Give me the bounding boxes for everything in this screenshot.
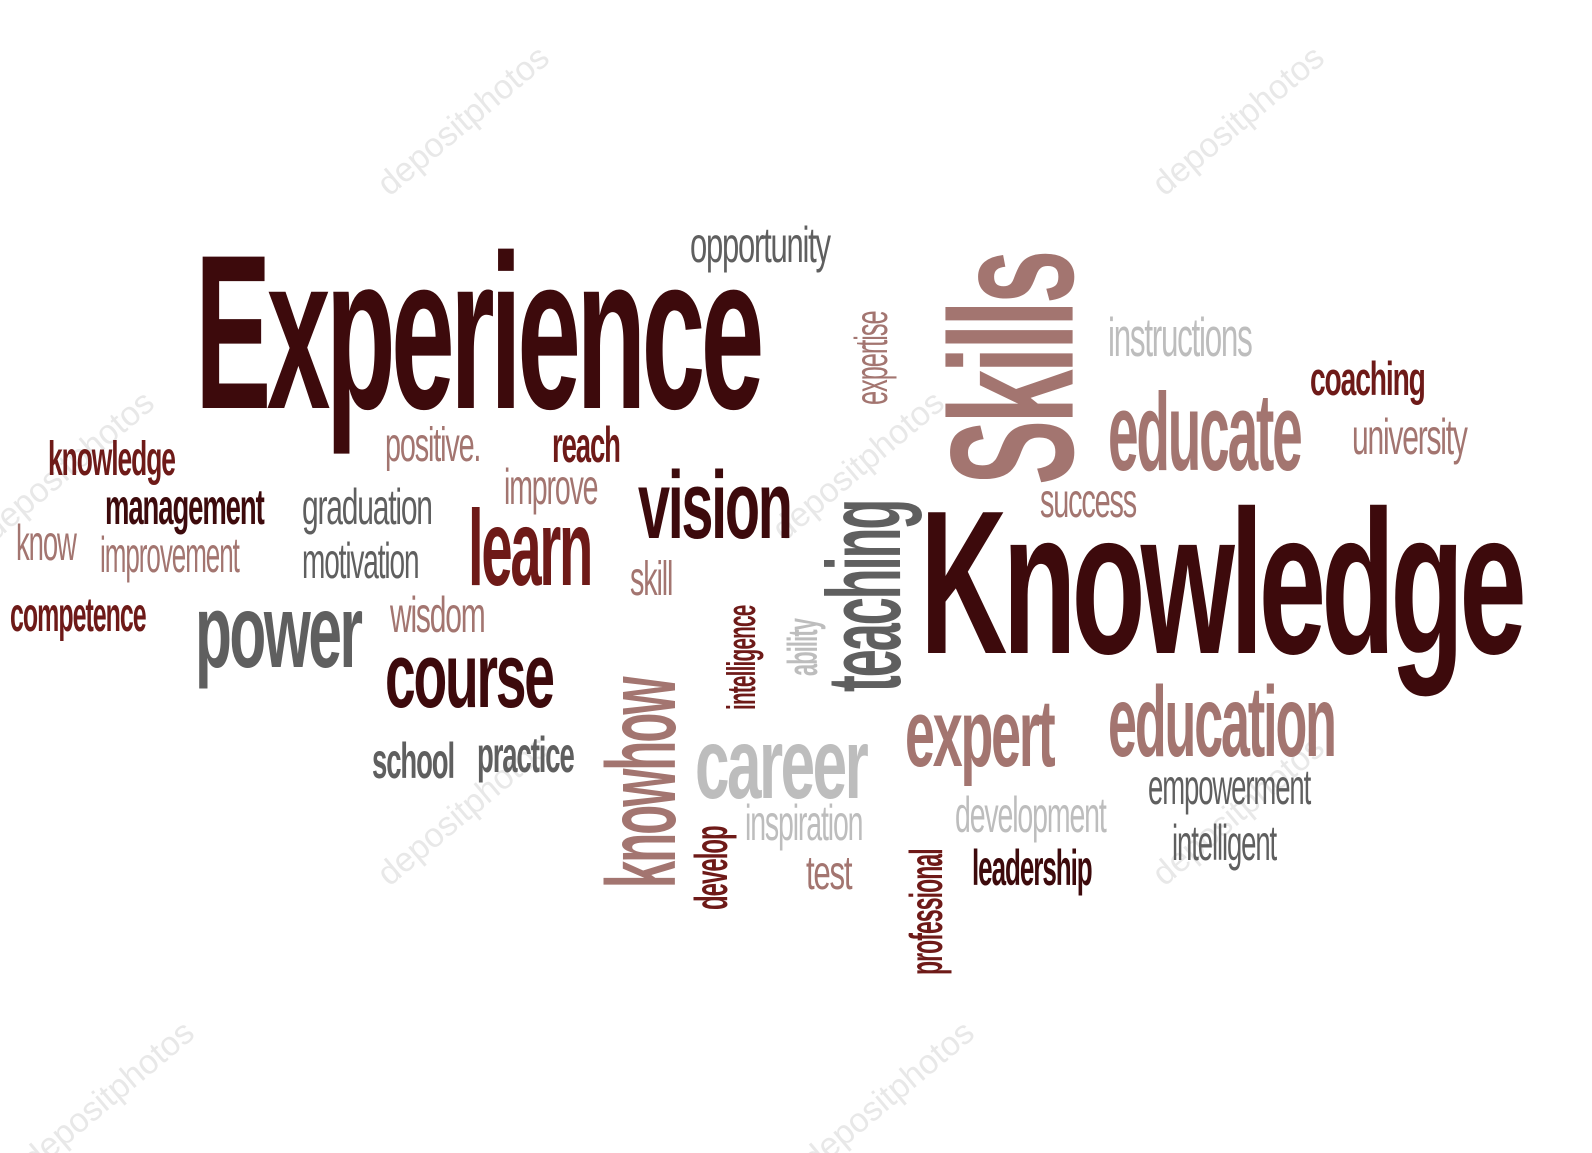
word-experience: Experience xyxy=(195,209,764,455)
word-teaching: teaching xyxy=(806,500,923,692)
word-expert: expert xyxy=(905,680,1056,787)
word-positive: positive. xyxy=(385,419,481,472)
word-expertise: expertise xyxy=(845,311,897,405)
watermark-text: depositphotos xyxy=(794,1013,982,1153)
word-inspiration: inspiration xyxy=(745,795,864,851)
word-skills: Skills xyxy=(914,253,1111,485)
word-graduation: graduation xyxy=(302,479,433,535)
word-reach: reach xyxy=(552,417,621,473)
word-intelligence: intelligence xyxy=(720,605,764,710)
word-practice: practice xyxy=(477,727,575,783)
watermark-text: depositphotos xyxy=(1144,38,1332,204)
word-ability: ability xyxy=(779,619,826,676)
word-educate: educate xyxy=(1108,371,1303,494)
word-vision: vision xyxy=(638,452,793,559)
word-develop: develop xyxy=(685,826,737,910)
word-university: university xyxy=(1352,409,1468,465)
word-intelligent: intelligent xyxy=(1172,815,1277,871)
word-knowledge-large: Knowledge xyxy=(920,467,1527,697)
word-knowledge-small: knowledge xyxy=(48,433,176,486)
word-leadership: leadership xyxy=(972,840,1093,896)
watermark-text: depositphotos xyxy=(369,38,557,204)
word-career: career xyxy=(695,708,869,820)
word-instructions: instructions xyxy=(1108,306,1253,368)
word-power: power xyxy=(195,574,363,690)
word-school: school xyxy=(372,733,455,789)
word-opportunity: opportunity xyxy=(690,217,831,273)
word-know: know xyxy=(16,515,77,571)
word-professional: professional xyxy=(900,849,952,975)
word-knowhow: knowhow xyxy=(586,678,696,888)
word-course: course xyxy=(385,625,555,727)
word-coaching: coaching xyxy=(1310,352,1426,405)
watermark-text: depositphotos xyxy=(14,1013,202,1153)
word-improve: improve xyxy=(504,459,599,515)
word-education: education xyxy=(1108,666,1337,778)
word-success: success xyxy=(1040,475,1137,528)
word-management: management xyxy=(105,479,265,535)
word-development: development xyxy=(955,787,1107,843)
word-improvement: improvement xyxy=(100,527,240,583)
word-test: test xyxy=(806,847,853,900)
word-motivation: motivation xyxy=(302,533,420,589)
word-learn: learn xyxy=(468,487,593,608)
word-wisdom: wisdom xyxy=(390,587,486,643)
word-competence: competence xyxy=(10,589,147,642)
word-skill: skill xyxy=(630,553,673,606)
word-empowerment: empowerment xyxy=(1148,759,1311,815)
